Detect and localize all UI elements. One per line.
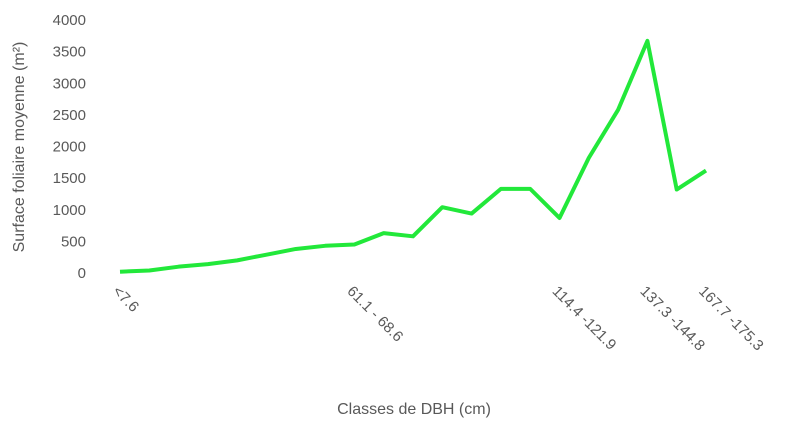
x-axis-title: Classes de DBH (cm)	[337, 401, 491, 418]
y-tick-label: 0	[78, 265, 86, 282]
x-tick-label: <7.6	[109, 283, 142, 316]
y-tick-label: 2000	[53, 139, 86, 156]
y-tick-label: 4000	[53, 12, 86, 29]
y-tick-label: 1500	[53, 170, 86, 187]
y-tick-label: 2500	[53, 107, 86, 124]
x-tick-label: 114.4 -121.9	[549, 283, 620, 354]
y-tick-label: 3000	[53, 75, 86, 92]
x-tick-label: 61.1 - 68.6	[344, 283, 407, 346]
line	[119, 38, 708, 274]
y-axis-title: Surface foliaire moyenne (m²)	[11, 42, 28, 253]
y-tick-label: 3500	[53, 44, 86, 61]
y-tick-label: 1000	[53, 202, 86, 219]
y-tick-label: 500	[61, 233, 86, 250]
